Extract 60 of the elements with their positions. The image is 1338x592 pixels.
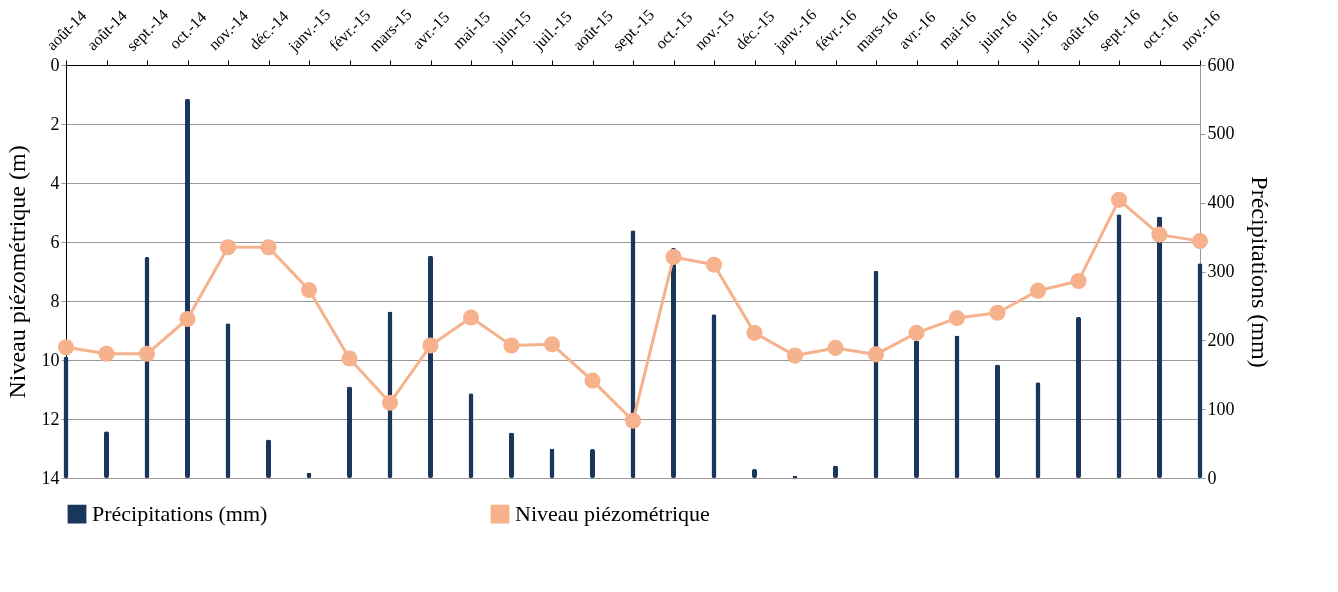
point [948,310,966,327]
legend-label: Précipitations (mm) [92,501,268,527]
point [867,346,885,363]
point [503,337,520,354]
point [462,309,480,326]
y2-axis-title: Précipitations (mm) [1246,176,1273,368]
y2-tick-label: 300 [1207,261,1235,281]
bar [428,255,433,478]
bar [590,449,595,478]
point [219,239,237,256]
bar [1076,316,1081,478]
y-tick-label: 14 [41,467,60,488]
point [908,324,925,341]
point [746,324,763,341]
y2-tick-label: 100 [1207,398,1235,419]
bar [914,340,919,478]
point [827,339,844,356]
y-axis-title: Niveau piézométrique (m) [3,145,30,399]
point [1110,191,1128,208]
y2-tick-label: 500 [1207,123,1235,144]
point [786,347,804,364]
point [624,412,642,429]
point [1029,282,1047,299]
point [57,339,75,356]
y2-tick-label: 400 [1207,192,1235,213]
y2-tick-label: 200 [1207,329,1235,350]
bar [509,432,514,478]
bar [347,386,352,478]
bar [995,364,1000,478]
point [584,372,601,389]
bar [266,439,271,478]
point [705,256,723,273]
y-tick-label: 4 [50,172,60,193]
point [260,239,277,256]
point [1151,226,1168,243]
point [179,310,196,328]
y-tick-label: 10 [41,349,60,370]
point [381,394,399,411]
y-tick-label: 2 [50,113,60,134]
point [138,345,156,362]
y-tick-label: 0 [50,54,60,75]
bar [104,431,109,478]
y-tick-label: 8 [50,290,60,311]
point [98,345,115,362]
point [341,350,358,367]
point [989,304,1006,321]
y2-tick-label: 600 [1207,54,1235,75]
bar [671,248,676,478]
point [422,337,439,354]
bar [1157,216,1162,478]
bar [185,98,190,478]
point [543,336,561,353]
y2-tick-label: 0 [1207,467,1217,488]
legend-label: Niveau piézométrique [515,501,710,527]
y-tick-label: 12 [41,408,60,429]
point [300,282,318,299]
y-tick-label: 6 [50,231,60,252]
point [1070,272,1087,289]
point [1191,233,1209,250]
point [665,249,682,266]
